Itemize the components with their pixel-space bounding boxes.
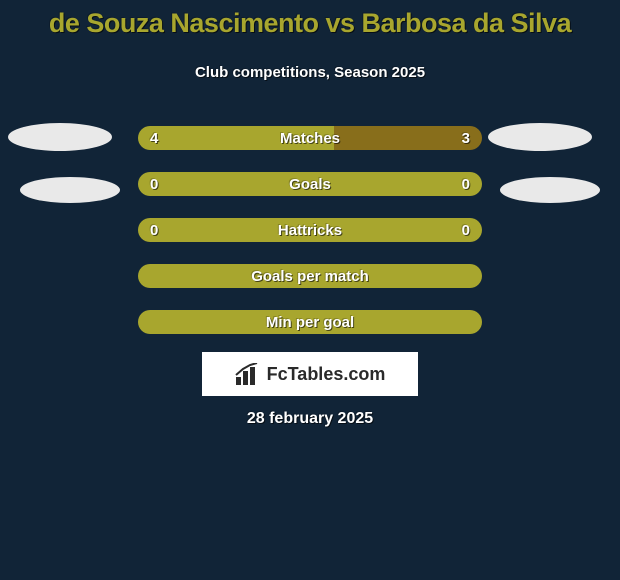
stat-row-goals: 0 Goals 0 [138, 172, 482, 196]
attribution-box: FcTables.com [202, 352, 418, 396]
page-title: de Souza Nascimento vs Barbosa da Silva [0, 8, 620, 39]
bars-icon [235, 363, 261, 385]
stat-bar-left [138, 172, 310, 196]
comparison-infographic: de Souza Nascimento vs Barbosa da Silva … [0, 0, 620, 580]
stat-value-right: 0 [462, 222, 470, 239]
stat-row-goals-per-match: Goals per match [138, 264, 482, 288]
stat-row-min-per-goal: Min per goal [138, 310, 482, 334]
stat-bar-right [310, 218, 482, 242]
subtitle: Club competitions, Season 2025 [0, 64, 620, 81]
stat-bar-left [138, 310, 310, 334]
player-left-shadow-1 [8, 123, 112, 151]
stat-row-matches: 4 Matches 3 [138, 126, 482, 150]
stat-value-right: 3 [462, 130, 470, 147]
stat-bar-left [138, 218, 310, 242]
stat-value-left: 4 [150, 130, 158, 147]
player-left-shadow-2 [20, 177, 120, 203]
player-right-shadow-1 [488, 123, 592, 151]
stat-bar-left [138, 126, 334, 150]
stat-bar-left [138, 264, 310, 288]
attribution-text: FcTables.com [267, 364, 386, 385]
stat-bar-right [310, 264, 482, 288]
player-right-shadow-2 [500, 177, 600, 203]
stat-value-right: 0 [462, 176, 470, 193]
stat-value-left: 0 [150, 222, 158, 239]
stat-row-hattricks: 0 Hattricks 0 [138, 218, 482, 242]
stat-bar-right [310, 310, 482, 334]
date-text: 28 february 2025 [0, 410, 620, 428]
stat-value-left: 0 [150, 176, 158, 193]
stat-bar-right [334, 126, 482, 150]
stat-bar-right [310, 172, 482, 196]
